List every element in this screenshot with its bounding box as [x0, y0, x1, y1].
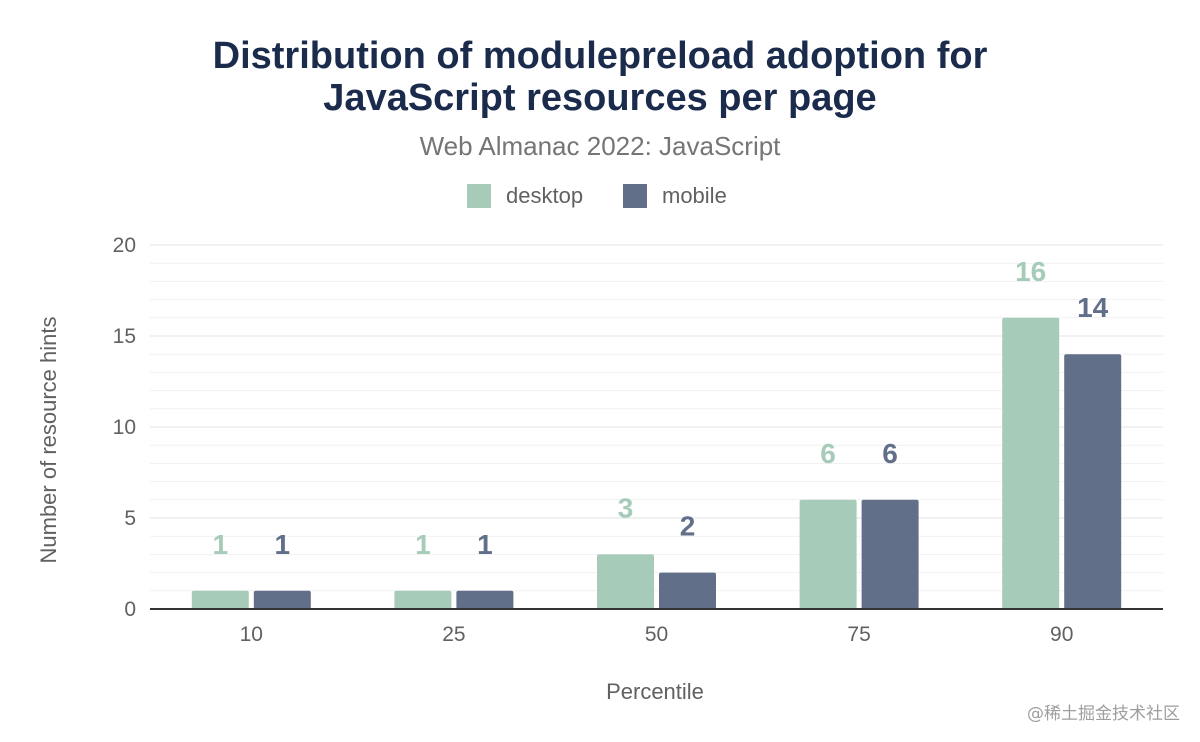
data-label-mobile-10: 1 [275, 529, 291, 560]
legend-label-desktop: desktop [506, 183, 583, 208]
data-label-mobile-90: 14 [1077, 292, 1109, 323]
data-label-mobile-50: 2 [680, 511, 696, 542]
legend-swatch-desktop [467, 184, 491, 208]
data-label-desktop-25: 1 [415, 529, 431, 560]
y-tick-label: 5 [124, 507, 136, 530]
x-tick-label: 25 [442, 623, 465, 646]
legend-label-mobile: mobile [662, 183, 727, 208]
x-tick-label: 90 [1050, 623, 1073, 646]
x-tick-label: 50 [645, 623, 668, 646]
y-axis-label: Number of resource hints [36, 317, 61, 564]
data-label-desktop-75: 6 [820, 438, 836, 469]
data-labels: 1 1 1 1 3 2 6 6 16 14 [213, 256, 1109, 560]
x-axis-label: Percentile [606, 679, 704, 704]
x-tick-label: 10 [240, 623, 263, 646]
x-tick-label: 75 [847, 623, 870, 646]
data-label-desktop-10: 1 [213, 529, 229, 560]
bar-desktop-50 [597, 554, 654, 609]
y-tick-label: 10 [113, 416, 136, 439]
legend: desktop mobile [467, 183, 727, 208]
y-tick-label: 0 [124, 598, 136, 621]
gridlines [150, 244, 1163, 592]
y-tick-label: 20 [113, 234, 136, 257]
chart-title-line-1: Distribution of modulepreload adoption f… [213, 35, 988, 77]
x-axis-ticks: 10 25 50 75 90 [240, 623, 1074, 646]
chart-subtitle: Web Almanac 2022: JavaScript [420, 131, 782, 161]
bar-desktop-90 [1002, 317, 1060, 609]
legend-swatch-mobile [623, 184, 647, 208]
watermark: @稀土掘金技术社区 [1027, 704, 1180, 724]
data-label-desktop-90: 16 [1015, 256, 1046, 287]
chart-title-line-2: JavaScript resources per page [323, 77, 876, 119]
y-tick-label: 15 [113, 325, 136, 348]
bar-desktop-25 [394, 590, 452, 609]
bar-mobile-10 [253, 590, 311, 609]
bars [191, 317, 1122, 609]
y-axis-ticks: 0 5 10 15 20 [113, 234, 136, 621]
bar-mobile-25 [456, 590, 514, 609]
bar-desktop-75 [799, 499, 857, 609]
data-label-desktop-50: 3 [618, 492, 634, 523]
bar-mobile-50 [659, 572, 716, 609]
data-label-mobile-25: 1 [477, 529, 493, 560]
bar-mobile-75 [861, 499, 919, 609]
bar-desktop-10 [191, 590, 249, 609]
data-label-mobile-75: 6 [882, 438, 898, 469]
bar-mobile-90 [1064, 354, 1122, 609]
